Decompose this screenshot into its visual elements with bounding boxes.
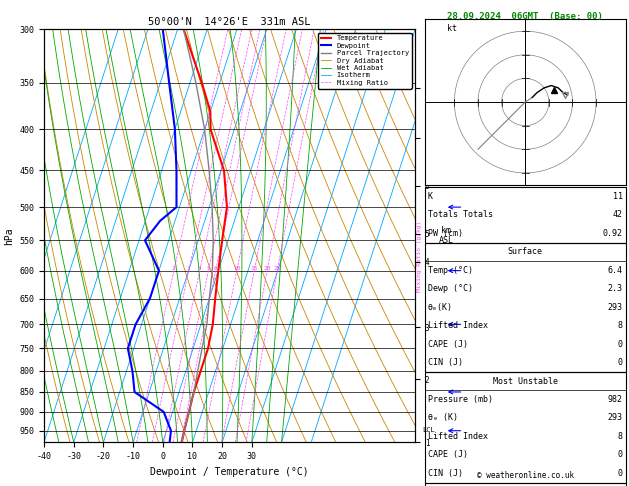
Text: Mixing Ratio (g/kg): Mixing Ratio (g/kg)	[417, 221, 422, 292]
X-axis label: Dewpoint / Temperature (°C): Dewpoint / Temperature (°C)	[150, 467, 309, 477]
Text: 10: 10	[233, 266, 240, 271]
Text: 2.3: 2.3	[608, 284, 623, 293]
Title: 50°00'N  14°26'E  331m ASL: 50°00'N 14°26'E 331m ASL	[148, 17, 311, 27]
Text: 8: 8	[618, 432, 623, 441]
Text: 5: 5	[206, 266, 210, 271]
Text: 42: 42	[613, 210, 623, 219]
Text: PW (cm): PW (cm)	[428, 229, 463, 238]
Text: Temp (°C): Temp (°C)	[428, 266, 473, 275]
Text: 4: 4	[198, 266, 201, 271]
Text: CAPE (J): CAPE (J)	[428, 451, 468, 459]
Text: K: K	[428, 192, 433, 201]
Text: 982: 982	[608, 395, 623, 404]
Text: © weatheronline.co.uk: © weatheronline.co.uk	[477, 471, 574, 480]
Text: 0: 0	[618, 340, 623, 348]
Text: 28.09.2024  06GMT  (Base: 00): 28.09.2024 06GMT (Base: 00)	[447, 12, 603, 21]
Text: kt: kt	[447, 24, 457, 33]
Text: 3: 3	[187, 266, 191, 271]
Text: 8: 8	[618, 321, 623, 330]
Text: 15: 15	[250, 266, 258, 271]
Text: Dewp (°C): Dewp (°C)	[428, 284, 473, 293]
Text: LCL: LCL	[423, 427, 435, 433]
Text: CIN (J): CIN (J)	[428, 469, 463, 478]
Text: 0: 0	[618, 358, 623, 367]
Text: Surface: Surface	[508, 247, 543, 256]
Text: 6: 6	[214, 266, 218, 271]
Text: 293: 293	[608, 414, 623, 422]
Text: 11: 11	[613, 192, 623, 201]
Y-axis label: hPa: hPa	[4, 227, 14, 244]
Y-axis label: km
ASL: km ASL	[438, 226, 454, 245]
Text: θₑ(K): θₑ(K)	[428, 303, 453, 312]
Text: Lifted Index: Lifted Index	[428, 432, 487, 441]
Text: CAPE (J): CAPE (J)	[428, 340, 468, 348]
Text: 6.4: 6.4	[608, 266, 623, 275]
Text: 0: 0	[618, 469, 623, 478]
Text: θₑ (K): θₑ (K)	[428, 414, 458, 422]
Text: 0: 0	[618, 451, 623, 459]
Text: CIN (J): CIN (J)	[428, 358, 463, 367]
Text: Most Unstable: Most Unstable	[493, 377, 558, 385]
Text: Pressure (mb): Pressure (mb)	[428, 395, 493, 404]
Legend: Temperature, Dewpoint, Parcel Trajectory, Dry Adiabat, Wet Adiabat, Isotherm, Mi: Temperature, Dewpoint, Parcel Trajectory…	[318, 33, 411, 88]
Text: Lifted Index: Lifted Index	[428, 321, 487, 330]
Text: 0.92: 0.92	[603, 229, 623, 238]
Text: 25: 25	[274, 266, 281, 271]
Text: 293: 293	[608, 303, 623, 312]
Text: 20: 20	[264, 266, 270, 271]
Text: 2: 2	[172, 266, 175, 271]
Text: Totals Totals: Totals Totals	[428, 210, 493, 219]
